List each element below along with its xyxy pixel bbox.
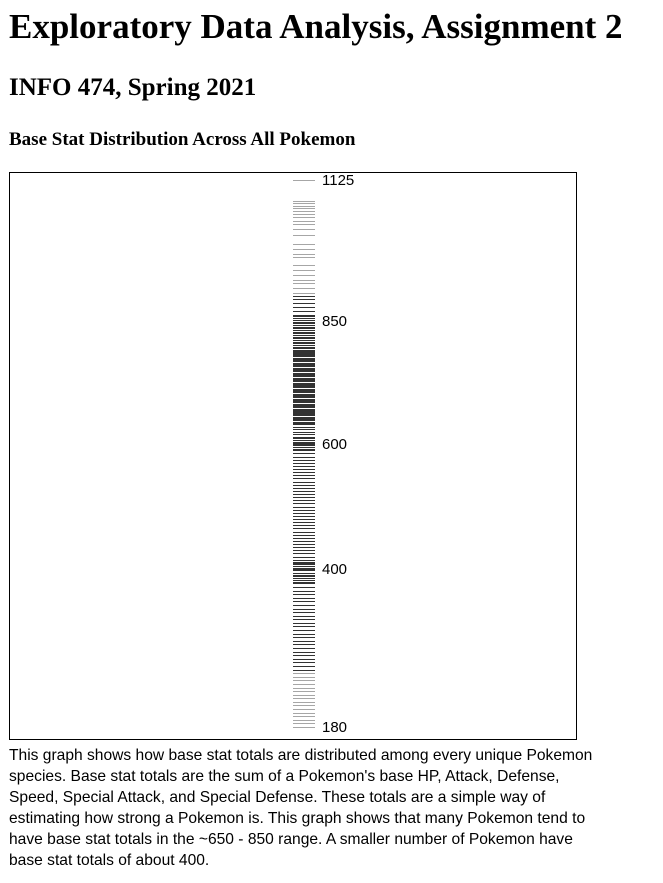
- chart-description: This graph shows how base stat totals ar…: [9, 747, 593, 869]
- data-marks: [293, 180, 315, 728]
- page-title: Exploratory Data Analysis, Assignment 2: [9, 7, 623, 46]
- chart-frame: 1125 850 600 400 180: [9, 172, 577, 740]
- y-tick-label: 400: [322, 561, 347, 578]
- y-tick-label: 600: [322, 436, 347, 453]
- y-tick-label: 1125: [322, 173, 354, 189]
- y-tick-label: 850: [322, 313, 347, 330]
- y-tick-label: 180: [322, 719, 347, 736]
- page-subtitle: INFO 474, Spring 2021: [9, 74, 257, 101]
- base-stat-strip-chart: 1125 850 600 400 180: [293, 173, 354, 736]
- chart-heading: Base Stat Distribution Across All Pokemo…: [9, 129, 356, 150]
